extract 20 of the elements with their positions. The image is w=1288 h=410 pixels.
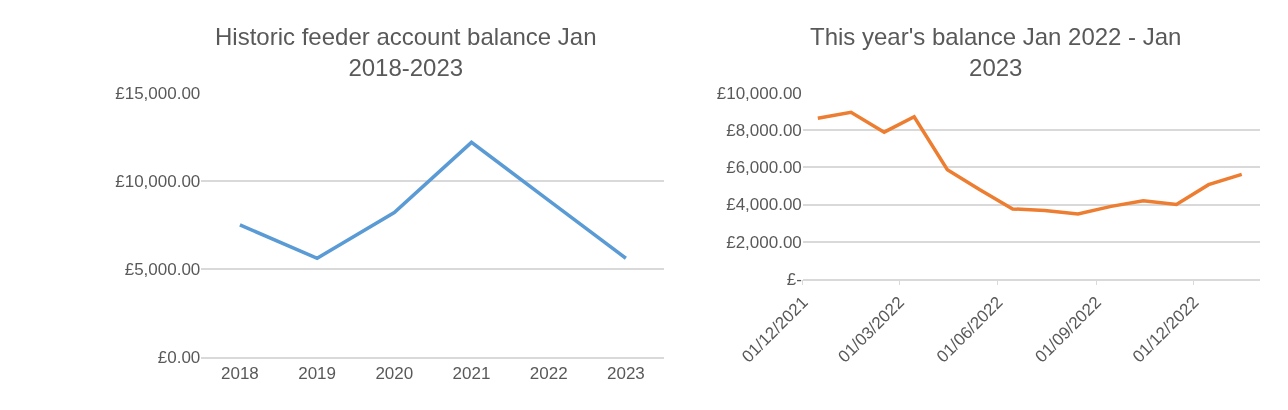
y-tick-label: £4,000.00: [726, 195, 802, 215]
y-tick-label: £6,000.00: [726, 158, 802, 178]
y-tick-label: £0.00: [157, 347, 201, 367]
y-tick-label: £15,000.00: [115, 84, 201, 104]
y-tick-label: £2,000.00: [726, 232, 802, 252]
x-tick-label: 2022: [529, 363, 568, 383]
y-tick-label: £8,000.00: [726, 121, 802, 141]
chart-title: This year's balance Jan 2022 - Jan 2023: [810, 23, 1182, 82]
x-tick-label: 2020: [375, 363, 414, 383]
chart-title: Historic feeder account balance Jan 2018-2023: [215, 23, 597, 82]
y-tick-label: £5,000.00: [124, 259, 201, 279]
x-tick-label: 2019: [298, 363, 337, 383]
y-tick-label: £10,000.00: [115, 171, 201, 191]
x-tick-label: 2018: [221, 363, 259, 383]
x-tick-label: 2023: [606, 363, 645, 383]
line-series: [816, 110, 1244, 216]
y-tick-label: £-: [786, 269, 802, 289]
y-tick-label: £10,000.00: [716, 84, 802, 104]
line-series: [238, 140, 628, 261]
x-tick-label: 2021: [452, 363, 491, 383]
